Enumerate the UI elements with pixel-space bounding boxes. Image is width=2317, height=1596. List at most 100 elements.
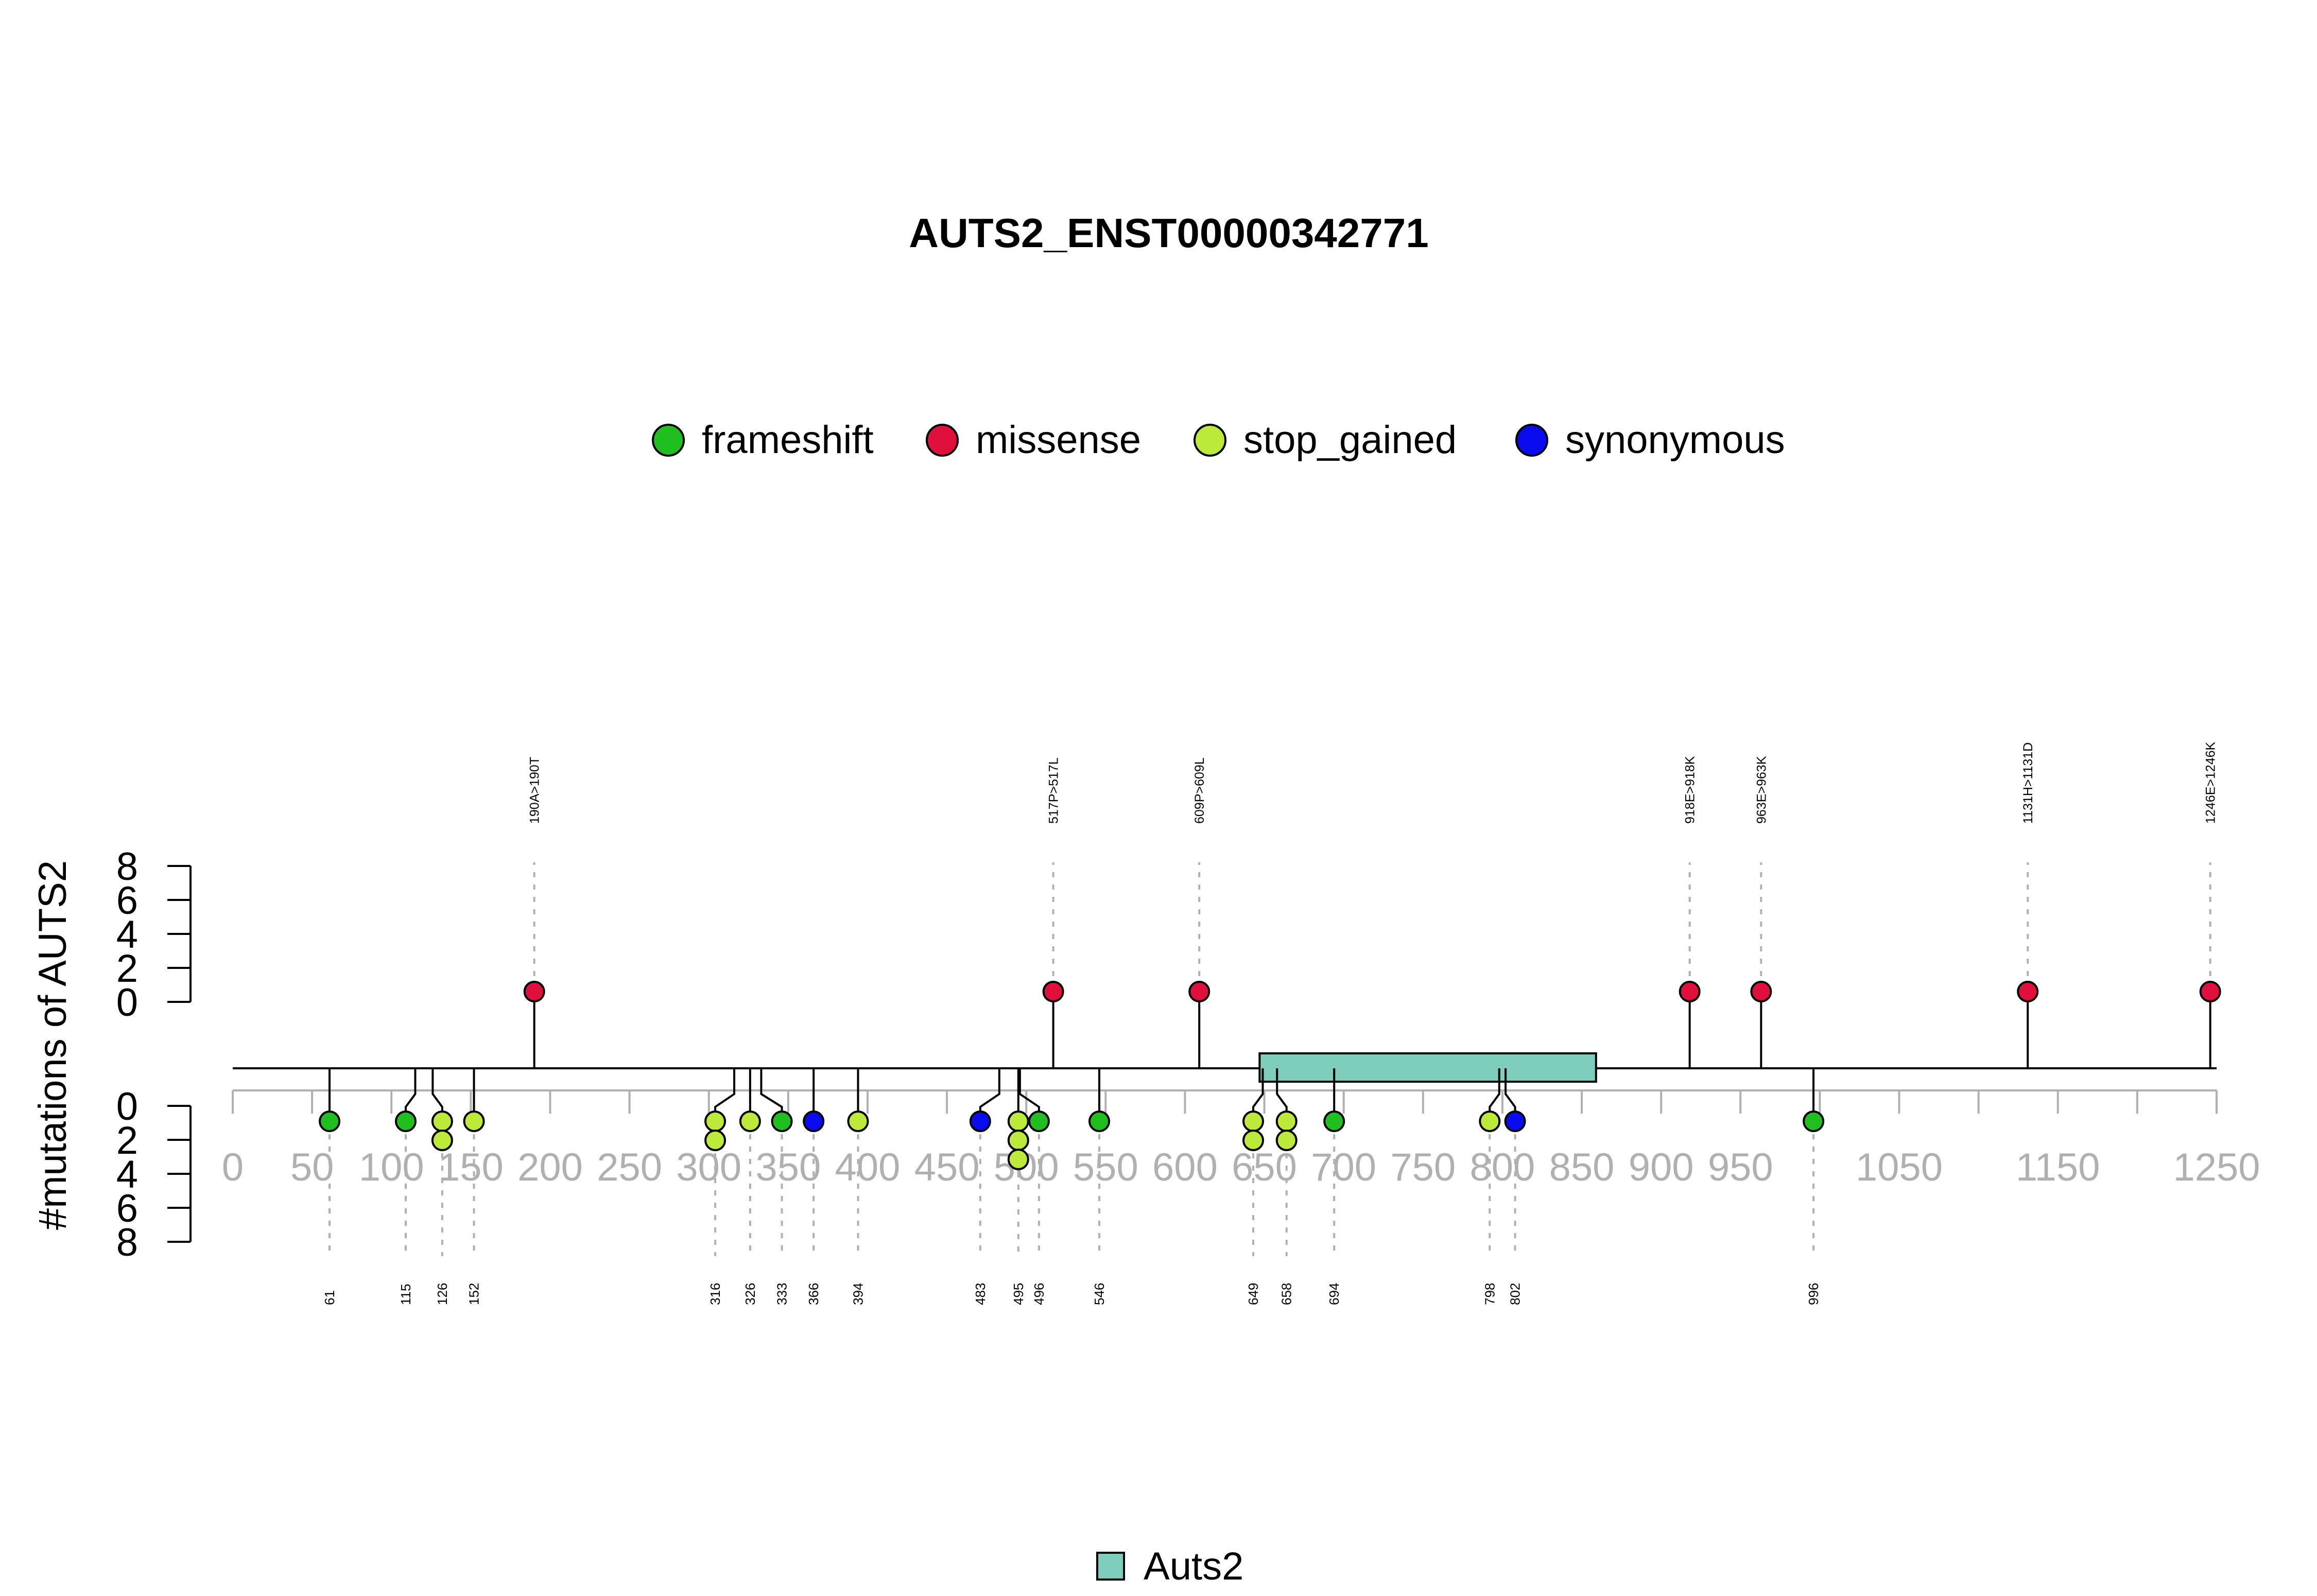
lower-mutations: 61 115 126 152 316 326 333 366 394 483 495 496 546 64… — [319, 1068, 1825, 1305]
lower-mutation-label: 649 — [1246, 1283, 1261, 1305]
y-tick-label: 0 — [116, 981, 138, 1025]
y-tick-label: 0 — [116, 1085, 138, 1129]
upper-mutation-label: 517P>517L — [1047, 757, 1061, 824]
mutation-point-stop_gained — [1275, 1111, 1298, 1132]
x-tick-label: 750 — [1390, 1146, 1456, 1189]
lower-mutation-label: 996 — [1806, 1283, 1821, 1305]
chart-title: AUTS2_ENST00000342771 — [909, 210, 1429, 256]
mutation-point-stop_gained — [1242, 1130, 1264, 1151]
lower-stem — [714, 1068, 736, 1112]
lower-mutation-label: 152 — [466, 1283, 482, 1305]
legend-label-frameshift: frameshift — [702, 418, 874, 462]
y-tick-label: 4 — [116, 913, 138, 957]
lower-mutation-label: 658 — [1279, 1283, 1294, 1305]
mutation-point-missense — [1188, 981, 1211, 1002]
mutation-point-frameshift — [1088, 1111, 1110, 1132]
lower-mutation-label: 394 — [850, 1283, 866, 1305]
upper-mutation-label: 918E>918K — [1683, 756, 1698, 824]
x-tick-label: 700 — [1311, 1146, 1376, 1189]
lower-stem — [979, 1068, 1000, 1112]
protein-backbone — [233, 1052, 2217, 1083]
y-tick-label: 2 — [116, 1119, 138, 1163]
x-tick-label: 350 — [755, 1146, 821, 1189]
lower-mutation-label: 316 — [707, 1283, 723, 1305]
upper-mutations: 190A>190T 517P>517L 609P>609L 918E>918K 963E… — [523, 741, 2221, 1068]
y-tick-label: 6 — [116, 879, 138, 923]
mutation-point-missense — [2199, 981, 2221, 1002]
mutation-point-frameshift — [319, 1111, 341, 1132]
lower-stem — [1276, 1068, 1288, 1112]
x-tick-label: 1050 — [1856, 1146, 1943, 1189]
x-tick-label: 900 — [1629, 1146, 1694, 1189]
x-tick-label: 250 — [597, 1146, 662, 1189]
lower-mutation-label: 546 — [1092, 1283, 1107, 1305]
mutation-point-stop_gained — [739, 1111, 761, 1132]
lower-mutation-label: 115 — [398, 1284, 413, 1305]
y-tick-label: 2 — [116, 947, 138, 991]
domain-legend: Auts2 — [1096, 1545, 1243, 1588]
lower-mutation-label: 61 — [322, 1290, 337, 1305]
lower-stem — [1505, 1068, 1516, 1112]
x-tick-label: 1250 — [2173, 1146, 2260, 1189]
mutation-point-stop_gained — [431, 1111, 453, 1132]
domain-legend-swatch — [1096, 1552, 1125, 1581]
legend-label-stop_gained: stop_gained — [1243, 418, 1457, 462]
lower-mutation-label: 798 — [1482, 1283, 1497, 1305]
mutation-point-stop_gained — [1479, 1111, 1501, 1132]
mutation-point-synonymous — [803, 1111, 825, 1132]
y-tick-label: 8 — [116, 845, 138, 889]
mutation-point-stop_gained — [1007, 1111, 1029, 1132]
legend-label-synonymous: synonymous — [1565, 418, 1785, 462]
lower-mutation-label: 333 — [774, 1283, 790, 1305]
lower-stem — [404, 1068, 417, 1112]
upper-mutation-label: 190A>190T — [528, 757, 542, 824]
domain-legend-label: Auts2 — [1144, 1545, 1243, 1588]
y-tick-label: 8 — [116, 1221, 138, 1264]
upper-mutation-label: 1131H>1131D — [2021, 742, 2035, 824]
mutation-point-frameshift — [394, 1111, 417, 1132]
lower-mutation-label: 694 — [1326, 1283, 1342, 1305]
x-tick-label: 950 — [1708, 1146, 1773, 1189]
upper-mutation-label: 963E>963K — [1754, 756, 1769, 824]
mutation-point-missense — [1750, 981, 1772, 1002]
y-tick-label: 6 — [116, 1187, 138, 1230]
legend-marker-synonymous — [1515, 424, 1548, 457]
x-tick-label: 850 — [1549, 1146, 1615, 1189]
mutation-point-stop_gained — [847, 1111, 869, 1132]
x-tick-label: 300 — [676, 1146, 741, 1189]
mutation-point-stop_gained — [1007, 1130, 1029, 1151]
mutation-point-stop_gained — [463, 1111, 485, 1132]
x-tick-label: 450 — [914, 1146, 980, 1189]
lower-mutation-label: 496 — [1031, 1283, 1047, 1305]
upper-mutation-label: 1246E>1246K — [2204, 741, 2218, 824]
mutation-point-stop_gained — [1007, 1149, 1029, 1170]
x-tick-label: 1150 — [2016, 1146, 2100, 1189]
domain-Auts2 — [1258, 1052, 1597, 1083]
x-tick-label: 150 — [438, 1146, 504, 1189]
x-tick-label: 0 — [222, 1146, 244, 1189]
legend: frameshift missense stop_gained synonymous — [652, 418, 1785, 462]
mutation-point-synonymous — [969, 1111, 991, 1132]
mutation-point-frameshift — [1803, 1111, 1825, 1132]
mutation-point-missense — [523, 981, 545, 1002]
legend-marker-stop_gained — [1194, 424, 1226, 457]
lower-stem — [1252, 1068, 1264, 1112]
mutation-point-missense — [1042, 981, 1064, 1002]
mutation-point-stop_gained — [1275, 1130, 1298, 1151]
x-tick-label: 50 — [290, 1146, 334, 1189]
y-tick-label: 4 — [116, 1153, 138, 1196]
mutation-point-missense — [1679, 981, 1701, 1002]
x-tick-label: 550 — [1073, 1146, 1138, 1189]
legend-marker-frameshift — [652, 424, 685, 457]
mutation-point-frameshift — [1323, 1111, 1345, 1132]
legend-label-missense: missense — [976, 418, 1141, 462]
mutation-point-frameshift — [771, 1111, 793, 1132]
lower-mutation-label: 126 — [435, 1283, 450, 1305]
mutation-point-stop_gained — [431, 1130, 453, 1151]
mutation-point-missense — [2017, 981, 2039, 1002]
x-tick-label: 600 — [1152, 1146, 1218, 1189]
lower-stem — [431, 1068, 443, 1112]
lower-mutation-label: 802 — [1508, 1283, 1523, 1305]
